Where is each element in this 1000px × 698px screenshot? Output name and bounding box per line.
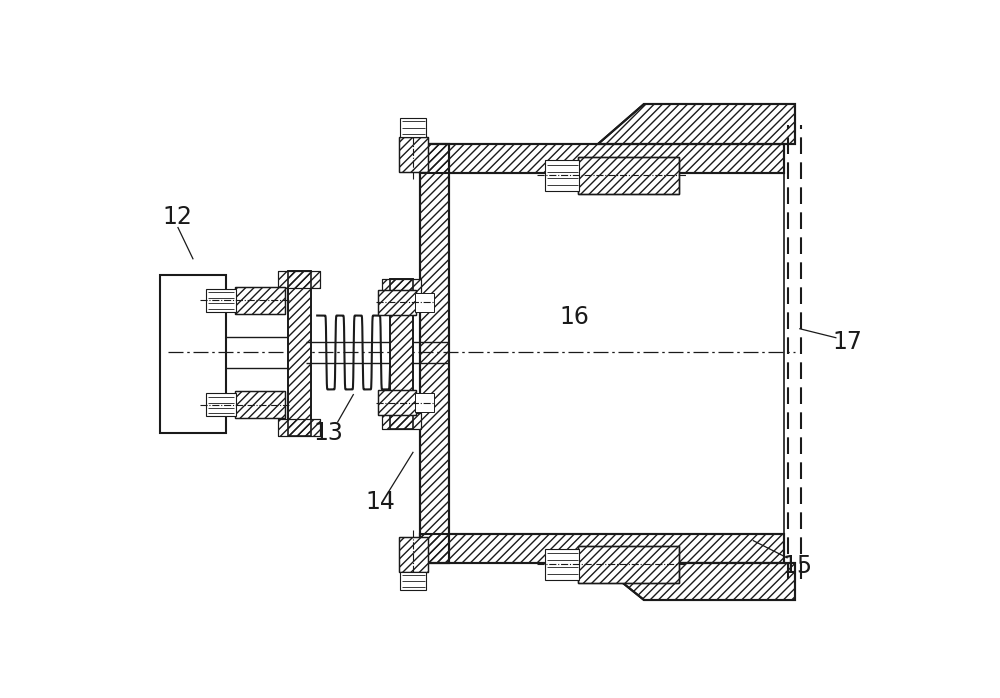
- Text: 13: 13: [313, 421, 343, 445]
- Polygon shape: [390, 279, 413, 429]
- Text: 17: 17: [832, 330, 862, 355]
- Polygon shape: [378, 390, 416, 415]
- Polygon shape: [378, 290, 416, 315]
- Bar: [415, 393, 434, 412]
- Bar: [415, 293, 434, 312]
- Bar: [206, 288, 236, 312]
- Polygon shape: [399, 137, 428, 172]
- Polygon shape: [278, 271, 320, 288]
- Polygon shape: [288, 271, 311, 436]
- Text: 12: 12: [163, 205, 193, 229]
- Bar: [545, 160, 579, 191]
- Polygon shape: [382, 279, 421, 294]
- Polygon shape: [399, 537, 428, 572]
- Polygon shape: [420, 144, 449, 563]
- Bar: [545, 549, 579, 579]
- Polygon shape: [420, 144, 784, 173]
- Polygon shape: [420, 534, 784, 563]
- Bar: [206, 393, 236, 417]
- Polygon shape: [382, 413, 421, 429]
- Bar: [160, 275, 226, 433]
- Polygon shape: [598, 563, 795, 600]
- Text: 14: 14: [366, 490, 396, 514]
- Polygon shape: [235, 392, 285, 418]
- Bar: [400, 119, 426, 137]
- Polygon shape: [598, 104, 795, 144]
- Bar: [449, 173, 784, 534]
- Polygon shape: [578, 546, 679, 583]
- Polygon shape: [278, 419, 320, 436]
- Text: 16: 16: [560, 305, 589, 329]
- Polygon shape: [578, 157, 679, 194]
- Bar: [400, 572, 426, 591]
- Polygon shape: [235, 287, 285, 313]
- Text: 15: 15: [783, 554, 813, 578]
